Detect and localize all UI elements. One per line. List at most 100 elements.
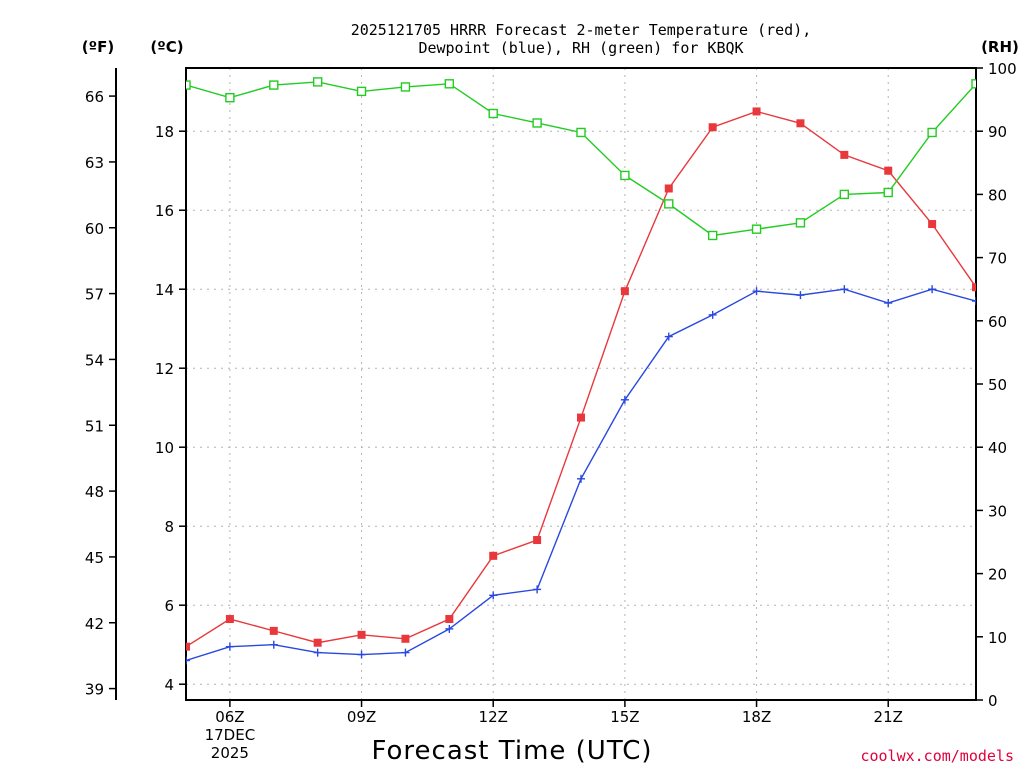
rh-point: [620, 170, 630, 181]
rh-tick-label: 0: [988, 692, 998, 710]
x-tick-label: 06Z: [215, 708, 244, 726]
dewpoint-point: [401, 648, 410, 657]
series-dewpoint: [186, 285, 976, 665]
fahrenheit-unit-label: (ºF): [82, 38, 114, 56]
temperature-point: [708, 123, 717, 132]
rh-line: [186, 81, 976, 237]
fahrenheit-tick-label: 54: [85, 351, 104, 369]
dewpoint-point: [752, 287, 761, 296]
series-temperature: [186, 107, 976, 651]
temperature-point: [577, 413, 585, 422]
dewpoint-point: [225, 642, 234, 651]
x-tick-label: 15Z: [610, 708, 639, 726]
x-tick-label: 12Z: [479, 708, 508, 726]
dewpoint-point: [186, 656, 190, 665]
dewpoint-point: [708, 310, 717, 319]
rh-tick-label: 20: [988, 566, 1007, 584]
rh-tick-label: 30: [988, 502, 1007, 520]
celsius-tick-label: 8: [164, 518, 174, 536]
rh-tick-label: 80: [988, 186, 1007, 204]
dewpoint-point: [357, 650, 366, 659]
x-tick-label: 2025: [211, 744, 249, 762]
dewpoint-point: [269, 640, 278, 649]
series-rh: [186, 77, 976, 241]
dewpoint-point: [928, 285, 937, 294]
dewpoint-point: [972, 297, 976, 306]
rh-point: [971, 79, 976, 89]
rh-point: [488, 108, 498, 119]
rh-point: [664, 199, 674, 209]
rh-tick-label: 10: [988, 629, 1007, 647]
rh-tick-label: 70: [988, 250, 1007, 268]
temperature-line: [186, 110, 976, 648]
chart-title-line-2: Dewpoint (blue), RH (green) for KBQK: [418, 39, 743, 57]
temperature-point: [269, 626, 278, 635]
temperature-point: [620, 287, 629, 296]
rh-point: [883, 187, 893, 198]
fahrenheit-tick-label: 57: [85, 286, 104, 304]
x-tick-label: 18Z: [742, 708, 771, 726]
temperature-point: [928, 220, 937, 229]
temperature-point: [357, 630, 366, 639]
rh-point: [751, 224, 762, 234]
dewpoint-point: [840, 285, 849, 294]
rh-point: [576, 127, 586, 138]
temperature-point: [313, 638, 322, 647]
rh-tick-label: 40: [988, 439, 1007, 457]
dewpoint-point: [313, 648, 322, 657]
celsius-tick-label: 18: [155, 123, 174, 141]
temperature-point: [225, 615, 234, 624]
fahrenheit-tick-label: 48: [85, 483, 104, 501]
celsius-tick-label: 10: [155, 439, 174, 457]
temperature-point: [489, 551, 498, 560]
rh-tick-label: 50: [988, 376, 1007, 394]
celsius-tick-label: 6: [164, 597, 174, 615]
rh-point: [312, 77, 323, 87]
rh-tick-label: 90: [988, 123, 1007, 141]
dewpoint-point: [620, 395, 629, 404]
temperature-point: [972, 283, 976, 292]
temperature-point: [664, 184, 673, 193]
fahrenheit-tick-label: 39: [85, 681, 104, 699]
celsius-tick-label: 12: [155, 360, 174, 378]
dewpoint-point: [796, 291, 805, 300]
celsius-unit-label: (ºC): [150, 38, 183, 56]
credit-label: coolwx.com/models: [860, 747, 1014, 765]
dewpoint-point: [664, 332, 673, 341]
dewpoint-point: [489, 591, 498, 600]
x-axis-label: Forecast Time (UTC): [371, 736, 652, 766]
rh-point: [795, 218, 806, 228]
rh-tick-label: 60: [988, 313, 1007, 331]
temperature-point: [752, 107, 761, 116]
temperature-point: [186, 642, 190, 651]
dewpoint-point: [884, 299, 893, 308]
temperature-point: [840, 150, 849, 159]
rh-point: [707, 230, 718, 241]
fahrenheit-tick-label: 60: [85, 220, 104, 238]
rh-point: [356, 86, 367, 97]
plot-frame: [185, 67, 977, 701]
dewpoint-point: [445, 624, 454, 633]
fahrenheit-tick-label: 66: [85, 88, 104, 106]
fahrenheit-tick-label: 51: [85, 417, 104, 435]
chart-title-line-1: 2025121705 HRRR Forecast 2-meter Tempera…: [351, 21, 812, 39]
dewpoint-point: [533, 585, 542, 594]
temperature-point: [796, 119, 805, 128]
rh-tick-label: 100: [988, 60, 1017, 78]
celsius-tick-label: 14: [155, 281, 174, 299]
celsius-tick-label: 4: [164, 676, 174, 694]
rh-point: [269, 80, 279, 90]
fahrenheit-tick-label: 42: [85, 615, 104, 633]
rh-point: [839, 189, 850, 200]
fahrenheit-tick-label: 45: [85, 549, 104, 567]
rh-unit-label: (RH): [981, 38, 1019, 56]
rh-point: [225, 93, 235, 103]
rh-point: [444, 79, 455, 89]
temperature-point: [445, 615, 454, 624]
series: [186, 77, 976, 665]
celsius-tick-label: 16: [155, 202, 174, 220]
grid: [186, 68, 976, 700]
temperature-point: [884, 166, 893, 175]
